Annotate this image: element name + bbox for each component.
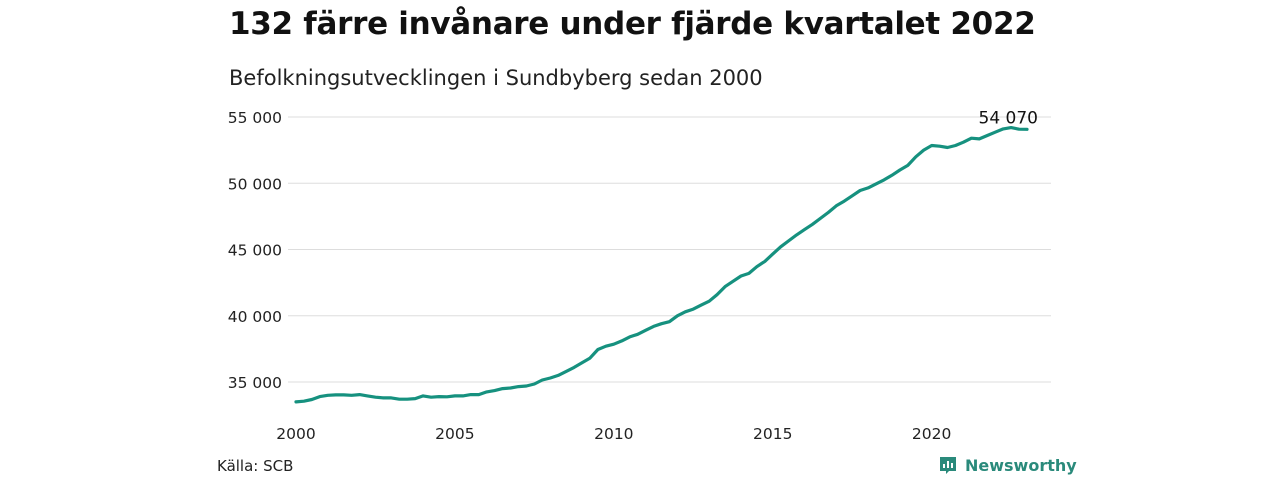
source-note: Källa: SCB <box>217 457 294 475</box>
x-tick-label: 2015 <box>753 425 792 443</box>
data-labels: 54 070 <box>979 108 1038 128</box>
x-tick-label: 2010 <box>594 425 633 443</box>
x-tick-label: 2000 <box>276 425 315 443</box>
series-group <box>294 125 1029 404</box>
gridlines <box>288 116 1051 383</box>
y-axis-ticks: 35 000 40 000 45 000 50 000 55 000 <box>228 109 282 392</box>
chart-title: 132 färre invånare under fjärde kvartale… <box>229 6 1036 42</box>
y-tick-label: 35 000 <box>228 374 282 392</box>
y-tick-label: 55 000 <box>228 109 282 127</box>
y-tick-label: 50 000 <box>228 175 282 193</box>
brand-name: Newsworthy <box>965 455 1077 475</box>
y-tick-label: 45 000 <box>228 242 282 260</box>
x-tick-label: 2020 <box>912 425 951 443</box>
x-tick-label: 2005 <box>435 425 474 443</box>
brand-logo: Newsworthy <box>938 455 1077 475</box>
chart-subtitle: Befolkningsutvecklingen i Sundbyberg sed… <box>229 66 763 90</box>
newsworthy-logo-icon <box>940 457 956 474</box>
x-axis-ticks: 2000 2005 2010 2015 2020 <box>276 425 951 443</box>
series-line <box>294 125 1029 404</box>
y-tick-label: 40 000 <box>228 308 282 326</box>
end-value-label: 54 070 <box>979 108 1038 128</box>
